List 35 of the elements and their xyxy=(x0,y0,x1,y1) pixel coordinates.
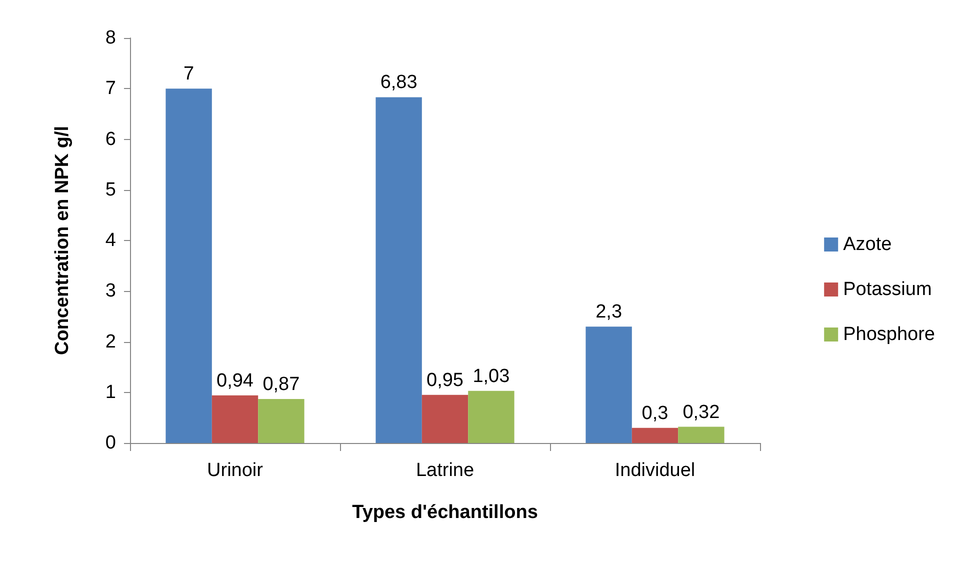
y-axis-title: Concentration en NPK g/l xyxy=(52,126,73,356)
bar xyxy=(468,390,514,443)
y-tick-label: 5 xyxy=(105,179,116,200)
x-axis-title: Types d'échantillons xyxy=(352,502,538,523)
bar xyxy=(376,97,422,443)
data-label: 0,87 xyxy=(262,374,300,395)
bar xyxy=(212,395,258,443)
y-tick-label: 6 xyxy=(105,128,116,150)
x-tick-label: Individuel xyxy=(614,460,696,481)
data-label: 6,83 xyxy=(380,72,418,94)
y-tick-label: 4 xyxy=(105,230,116,251)
legend-label: Phosphore xyxy=(843,324,936,345)
data-label: 0,95 xyxy=(426,370,464,391)
x-tick-label: Urinoir xyxy=(207,460,264,481)
data-label: 7 xyxy=(184,64,194,85)
data-label: 1,03 xyxy=(472,366,510,387)
legend-label: Potassium xyxy=(843,279,932,300)
y-tick-label: 1 xyxy=(105,382,116,403)
bar xyxy=(632,428,678,443)
bar xyxy=(586,326,632,443)
data-label: 2,3 xyxy=(596,302,622,323)
bar xyxy=(166,88,212,443)
legend-label: Azote xyxy=(843,234,892,255)
x-tick-label: Latrine xyxy=(416,460,474,481)
y-tick-label: 0 xyxy=(105,432,116,454)
data-label: 0,94 xyxy=(216,370,254,392)
y-tick-label: 8 xyxy=(105,28,116,48)
y-tick-label: 3 xyxy=(105,280,116,302)
bar xyxy=(422,394,468,443)
bar xyxy=(258,398,304,443)
data-label: 0,3 xyxy=(642,402,668,424)
data-label: 0,32 xyxy=(682,402,720,423)
y-tick-label: 2 xyxy=(105,331,116,352)
bar xyxy=(678,426,724,443)
y-tick-label: 7 xyxy=(105,78,116,100)
